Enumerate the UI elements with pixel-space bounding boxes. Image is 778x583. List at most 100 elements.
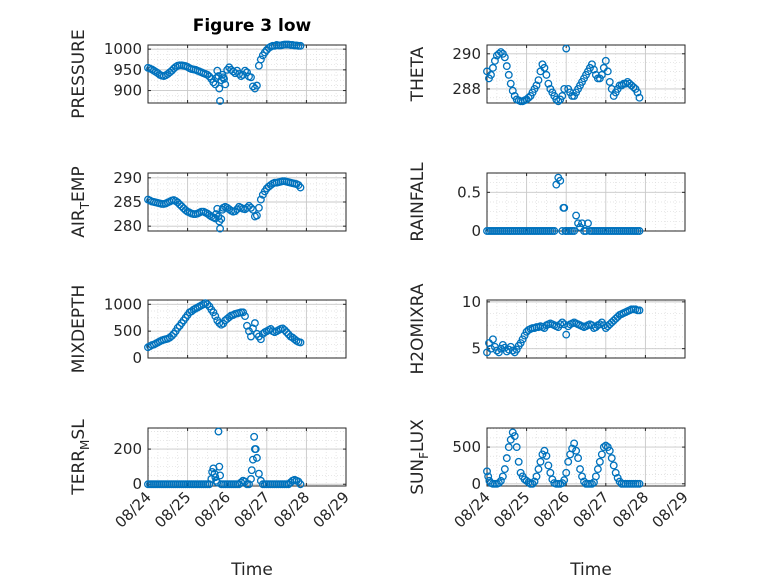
series-rainfall [483, 173, 644, 235]
data-point [252, 211, 261, 220]
y-tick-label: 0.5 [457, 183, 481, 201]
data-point [574, 454, 583, 463]
y-tick-label: 0 [471, 475, 481, 493]
data-point [542, 70, 551, 79]
subplot-theta: 288 290 THETA [408, 44, 686, 106]
y-axis-label-h2omixra: H2OMIXRA [408, 283, 428, 374]
data-point [483, 467, 491, 476]
data-point [601, 56, 610, 65]
data-point [514, 457, 523, 466]
data-point [506, 79, 515, 88]
data-point [584, 219, 592, 228]
data-point [225, 313, 234, 322]
x-axis-label: Time [230, 560, 273, 580]
data-point [582, 227, 590, 235]
data-point [231, 207, 240, 216]
data-point [554, 97, 563, 106]
y-tick-label: 0 [132, 349, 142, 367]
series-mixdepth [144, 299, 305, 352]
data-point [576, 465, 585, 474]
data-point [217, 214, 226, 223]
data-point [560, 203, 569, 212]
data-point [216, 471, 225, 480]
data-point [211, 312, 220, 321]
series-air-temp [144, 177, 305, 233]
data-point [605, 77, 614, 86]
data-point [599, 443, 608, 452]
y-tick-label: 200 [113, 440, 142, 458]
y-axis-label-terr-msl: TERRMSL [69, 419, 92, 496]
y-tick-label: 1000 [104, 40, 142, 58]
data-point [214, 427, 223, 436]
data-point [248, 455, 257, 464]
y-axis-label-air-temp: AIRTEMP [69, 166, 92, 237]
data-point [247, 203, 255, 212]
data-point [216, 224, 225, 233]
data-point [570, 439, 579, 448]
subplot-air-temp: 280 285 290 AIRTEMP [69, 166, 347, 238]
data-point [532, 472, 541, 481]
data-point [562, 468, 571, 477]
data-point [552, 95, 561, 104]
y-tick-label: 500 [452, 438, 481, 456]
data-point [595, 457, 604, 466]
data-point [591, 472, 600, 481]
data-point [516, 339, 525, 347]
subplot-mixdepth: 0 500 1000 MIXDEPTH [69, 285, 347, 374]
data-point [572, 211, 581, 220]
y-tick-label: 0 [132, 475, 142, 493]
y-tick-label: 0 [471, 222, 481, 240]
y-tick-label: 288 [452, 80, 481, 98]
data-point [562, 330, 571, 339]
y-tick-label: 5 [471, 340, 481, 358]
data-point [587, 60, 596, 69]
axes-box [486, 299, 686, 359]
series-theta [483, 44, 644, 106]
data-point [560, 476, 569, 485]
data-point [520, 331, 529, 340]
data-point [216, 96, 225, 105]
data-point [609, 461, 618, 470]
data-point [280, 326, 289, 335]
data-point [256, 55, 265, 64]
data-point [544, 461, 553, 470]
data-point [294, 181, 303, 190]
data-point [205, 480, 214, 489]
axes-box [486, 172, 686, 232]
data-point [540, 446, 549, 455]
data-point [572, 446, 581, 455]
data-point [534, 76, 543, 85]
data-point [296, 338, 305, 347]
data-point [635, 93, 644, 102]
data-point [595, 320, 604, 329]
data-point [558, 318, 567, 327]
y-tick-label: 280 [113, 217, 142, 235]
data-point [508, 346, 517, 355]
y-axis-label-mixdepth: MIXDEPTH [69, 285, 89, 374]
data-point [181, 206, 190, 215]
data-point [173, 323, 182, 332]
data-point [212, 476, 221, 485]
data-point [578, 219, 586, 228]
data-point [502, 454, 511, 463]
y-axis-label-rainfall: RAINFALL [408, 162, 428, 242]
data-point [296, 41, 305, 50]
y-tick-label: 290 [113, 169, 142, 187]
data-point [556, 320, 565, 329]
data-point [607, 454, 616, 463]
data-point [239, 308, 247, 317]
data-point [488, 63, 497, 72]
data-point [587, 479, 596, 488]
data-point [492, 346, 501, 355]
data-point [568, 444, 577, 453]
data-point [534, 465, 543, 474]
data-point [296, 480, 305, 489]
axes-box [486, 44, 686, 104]
data-point [562, 44, 571, 53]
y-axis-label-theta: THETA [408, 46, 428, 102]
data-point [617, 81, 626, 90]
data-point [564, 457, 573, 466]
data-point [530, 477, 539, 486]
x-axis-label: Time [569, 560, 612, 580]
